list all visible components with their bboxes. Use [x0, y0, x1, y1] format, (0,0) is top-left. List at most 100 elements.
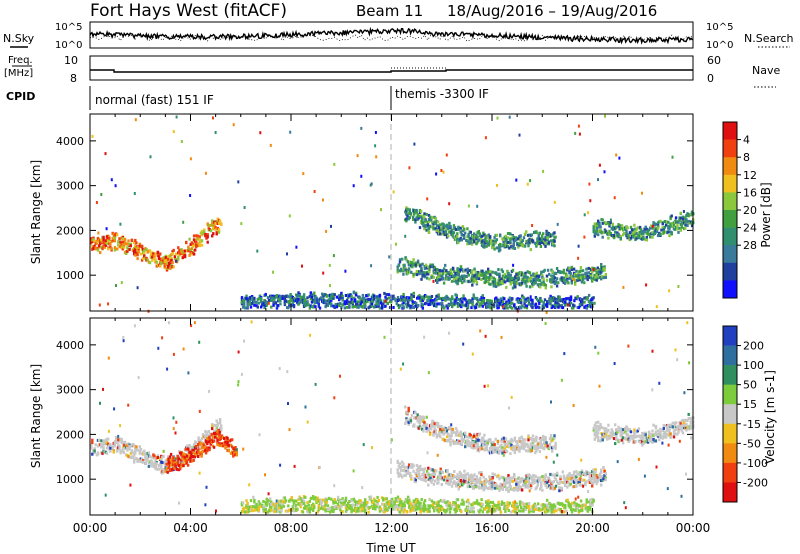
scatter-cell [375, 505, 378, 508]
scatter-cell [220, 428, 223, 432]
scatter-cell [138, 451, 141, 455]
scatter-cell [433, 509, 436, 513]
scatter-cell [531, 224, 534, 227]
scatter-cell [100, 193, 103, 196]
scatter-cell [511, 301, 514, 305]
scatter-cell [170, 258, 173, 262]
scatter-cell [425, 295, 428, 299]
scatter-cell [537, 275, 541, 279]
scatter-cell [564, 303, 567, 307]
scatter-cell [391, 507, 394, 511]
scatter-cell [310, 295, 314, 299]
scatter-cell [461, 303, 464, 307]
scatter-cell [410, 298, 413, 302]
scatter-cell [117, 240, 120, 244]
scatter-cell [402, 298, 405, 301]
scatter-cell [449, 478, 453, 482]
scatter-cell [569, 503, 573, 507]
scatter-cell [160, 466, 163, 470]
scatter-cell [180, 249, 183, 253]
scatter-cell [333, 306, 336, 309]
scatter-cell [159, 457, 162, 461]
scatter-cell [316, 496, 319, 500]
scatter-cell [173, 255, 177, 259]
scatter-cell [358, 296, 361, 300]
scatter-cell [200, 454, 203, 458]
scatter-cell [240, 222, 243, 226]
scatter-cell [422, 270, 425, 274]
scatter-cell [572, 306, 575, 310]
scatter-cell [554, 280, 558, 284]
scatter-cell [467, 232, 470, 236]
scatter-cell [173, 461, 176, 465]
scatter-cell [441, 269, 445, 273]
scatter-cell [159, 264, 162, 268]
scatter-cell [198, 242, 201, 246]
scatter-cell [507, 298, 510, 302]
y-tick-label: 4000 [56, 135, 84, 148]
scatter-cell [538, 239, 541, 242]
scatter-cell [176, 460, 180, 464]
scatter-cell [471, 299, 474, 303]
scatter-cell [461, 301, 464, 304]
scatter-cell [423, 216, 426, 220]
scatter-cell [370, 304, 374, 308]
scatter-cell [184, 447, 187, 451]
scatter-cell [493, 247, 496, 251]
scatter-cell [201, 433, 205, 437]
scatter-cell [406, 467, 410, 471]
scatter-cell [398, 466, 402, 469]
scatter-cell [332, 254, 335, 258]
scatter-cell [498, 275, 501, 278]
scatter-cell [628, 231, 632, 235]
scatter-cell [612, 235, 616, 239]
scatter-cell [408, 296, 411, 300]
scatter-cell [449, 300, 453, 304]
scatter-cell [407, 263, 411, 267]
scatter-cell [374, 507, 377, 511]
scatter-cell [627, 235, 630, 239]
scatter-cell [199, 231, 203, 235]
scatter-cell [576, 278, 579, 282]
scatter-cell [343, 500, 346, 504]
scatter-cell [428, 225, 432, 229]
scatter-cell [134, 448, 137, 452]
scatter-cell [511, 246, 514, 250]
scatter-cell [477, 230, 480, 233]
scatter-cell [432, 275, 436, 279]
scatter-cell [212, 445, 216, 449]
scatter-cell [547, 509, 550, 513]
scatter-cell [387, 505, 391, 509]
scatter-cell [496, 272, 499, 276]
scatter-cell [374, 144, 377, 148]
scatter-cell [589, 274, 593, 278]
scatter-cell [430, 295, 434, 298]
scatter-cell [581, 275, 585, 279]
scatter-cell [581, 269, 585, 273]
colorbar-segment [723, 245, 737, 264]
scatter-cell [321, 292, 324, 296]
scatter-cell [569, 301, 573, 305]
scatter-cell [622, 285, 625, 289]
scatter-cell [194, 248, 197, 252]
scatter-cell [508, 501, 512, 505]
scatter-cell [200, 243, 204, 247]
scatter-cell [200, 229, 204, 233]
scatter-cell [181, 457, 184, 461]
scatter-cell [459, 230, 462, 234]
scatter-cell [96, 248, 100, 252]
scatter-cell [681, 215, 685, 219]
scatter-cell [316, 510, 319, 514]
scatter-cell [550, 285, 553, 289]
scatter-cell [438, 272, 441, 276]
scatter-cell [457, 476, 460, 480]
scatter-cell [523, 244, 527, 248]
scatter-cell [208, 436, 211, 440]
scatter-cell [377, 304, 380, 308]
scatter-cell [430, 218, 433, 222]
scatter-cell [465, 275, 468, 278]
scatter-cell [593, 301, 596, 305]
scatter-cell [151, 258, 154, 262]
scatter-cell [555, 284, 559, 288]
scatter-cell [420, 268, 423, 272]
